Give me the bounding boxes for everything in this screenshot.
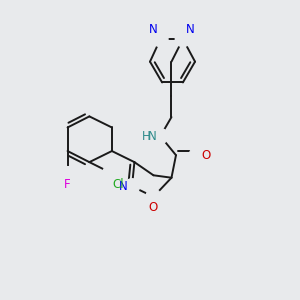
- Circle shape: [153, 128, 168, 144]
- Circle shape: [124, 179, 140, 194]
- Text: N: N: [119, 180, 128, 193]
- Text: Cl: Cl: [112, 178, 124, 191]
- Text: N: N: [148, 130, 157, 142]
- Text: N: N: [149, 23, 158, 36]
- Text: H: H: [142, 130, 151, 142]
- Circle shape: [175, 32, 190, 47]
- Text: N: N: [186, 23, 194, 36]
- Circle shape: [146, 189, 161, 204]
- Text: O: O: [201, 149, 210, 162]
- Text: O: O: [149, 201, 158, 214]
- Text: F: F: [64, 178, 71, 191]
- Circle shape: [60, 167, 75, 182]
- Circle shape: [153, 32, 168, 47]
- Circle shape: [189, 148, 204, 163]
- Circle shape: [103, 163, 125, 185]
